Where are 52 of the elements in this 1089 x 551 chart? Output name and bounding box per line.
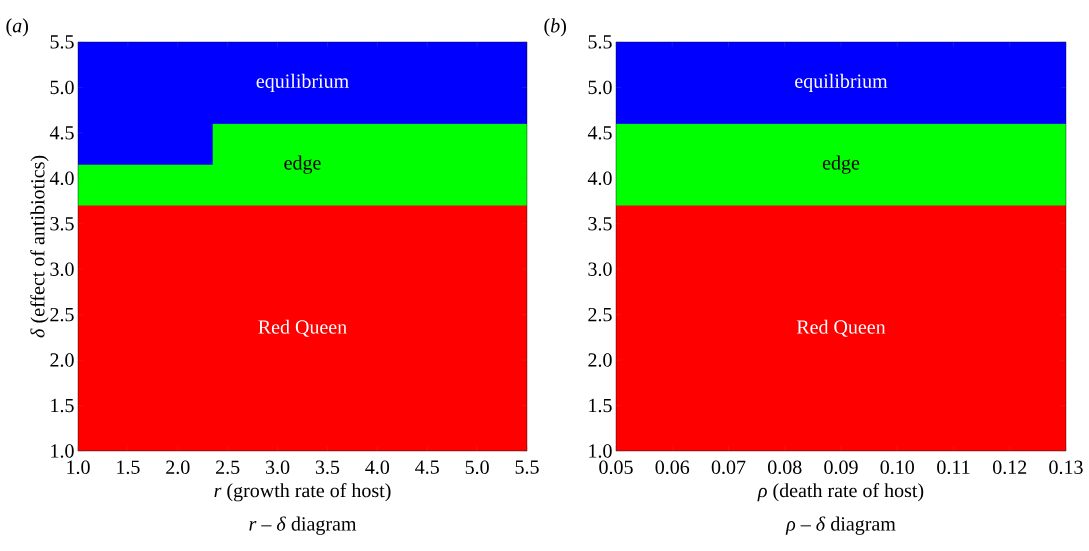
y-tick-label: 5.5 (588, 35, 612, 49)
y-tick-label: 3.5 (588, 217, 612, 231)
x-tick-label: 0.08 (768, 460, 802, 475)
y-tick-label: 2.0 (588, 353, 612, 367)
y-tick-label: 4.5 (49, 126, 74, 140)
x-axis-title: ρ (death rate of host) (757, 482, 924, 502)
series-label: Red Queen (796, 319, 886, 337)
chart-title: (a) (6, 18, 28, 37)
y-tick-label: 4.0 (49, 171, 74, 186)
y-tick-label: 4.0 (587, 171, 612, 186)
text: ρ – δ diagram (785, 516, 896, 535)
x-tick-label: 2.0 (166, 460, 190, 475)
x-tick-label: 3.0 (266, 460, 290, 475)
y-axis-title: δ (effect of antibiotics) (30, 155, 49, 338)
y-tick-label: 2.0 (50, 353, 74, 367)
x-tick-label: 0.13 (1049, 460, 1083, 475)
y-tick-label: 1.5 (51, 398, 74, 413)
y-tick-label: 1.0 (589, 444, 612, 458)
x-tick-label: 0.06 (655, 460, 690, 475)
x-tick-label: 0.12 (993, 460, 1027, 475)
x-tick-label: 1.0 (67, 460, 90, 475)
x-tick-label: 1.5 (117, 460, 140, 475)
series-label: edge (822, 155, 860, 174)
y-tick-label: 3.0 (588, 262, 612, 277)
series-label: Red Queen (258, 319, 347, 337)
y-tick-label: 4.5 (587, 126, 612, 140)
x-tick-label: 0.11 (937, 460, 970, 475)
y-tick-label: 2.5 (50, 307, 74, 322)
text: r – δ diagram (249, 516, 357, 535)
x-tick-label: 0.09 (824, 460, 858, 475)
y-tick-label: 2.5 (588, 307, 612, 322)
x-tick-label: 3.5 (315, 460, 340, 475)
y-tick-label: 1.0 (51, 444, 74, 458)
x-tick-label: 5.5 (515, 460, 539, 474)
y-tick-label: 3.5 (50, 217, 74, 231)
x-tick-label: 0.05 (599, 460, 633, 475)
series-label: edge (284, 155, 321, 174)
y-tick-label: 5.0 (588, 80, 612, 95)
x-tick-label: 2.5 (216, 460, 240, 475)
series-label: equilibrium (256, 73, 349, 92)
y-tick-label: 5.5 (50, 35, 74, 49)
chart-title: (b) (544, 18, 566, 37)
x-tick-label: 0.07 (711, 460, 746, 475)
y-tick-label: 1.5 (589, 398, 612, 413)
x-tick-label: 4.0 (365, 460, 390, 475)
x-axis-title: r (growth rate of host) (214, 482, 391, 502)
y-tick-label: 5.0 (50, 80, 74, 95)
x-tick-label: 5.0 (465, 460, 489, 475)
x-tick-label: 0.10 (880, 460, 914, 475)
x-tick-label: 4.5 (415, 460, 439, 474)
y-tick-label: 3.0 (50, 262, 74, 277)
series-label: equilibrium (795, 73, 888, 92)
